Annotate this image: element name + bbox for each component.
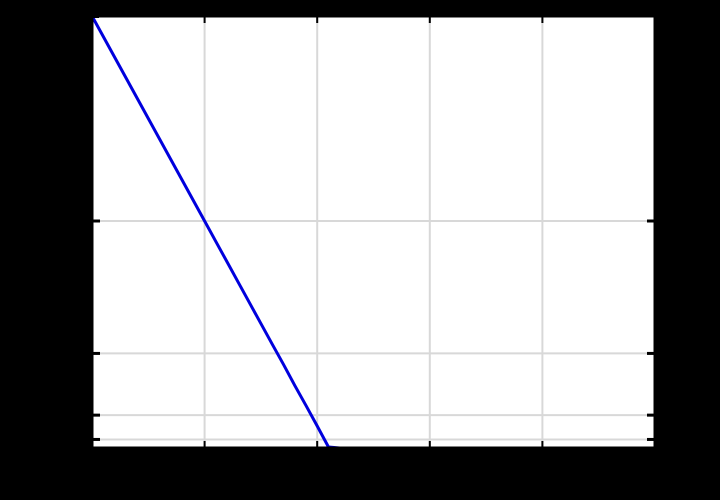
y-tick-label: 0.0086 xyxy=(42,432,84,447)
grid-lines-vertical xyxy=(203,16,544,448)
axes-spines xyxy=(92,16,655,448)
y-tick-label: 0.0113 xyxy=(42,408,84,423)
series-line-decay xyxy=(92,16,655,448)
x-tick-label: 2 xyxy=(313,455,322,469)
y-tick-label: 0.0226 xyxy=(42,346,84,361)
x-tick-label: 4 xyxy=(538,455,547,469)
grid-lines-horizontal xyxy=(92,220,655,441)
x-tick-label: 5 xyxy=(651,455,659,469)
x-tick-label: 1 xyxy=(200,455,209,469)
data-series-layer xyxy=(92,16,655,448)
x-tick-label: 3 xyxy=(425,455,434,469)
plot-area xyxy=(92,16,655,448)
x-tick-label: 0 xyxy=(88,455,96,469)
plot-svg xyxy=(92,16,655,448)
tick-marks xyxy=(92,16,655,448)
y-tick-label: 0.1 xyxy=(64,214,84,228)
y-tick-label: 1 xyxy=(76,9,84,23)
